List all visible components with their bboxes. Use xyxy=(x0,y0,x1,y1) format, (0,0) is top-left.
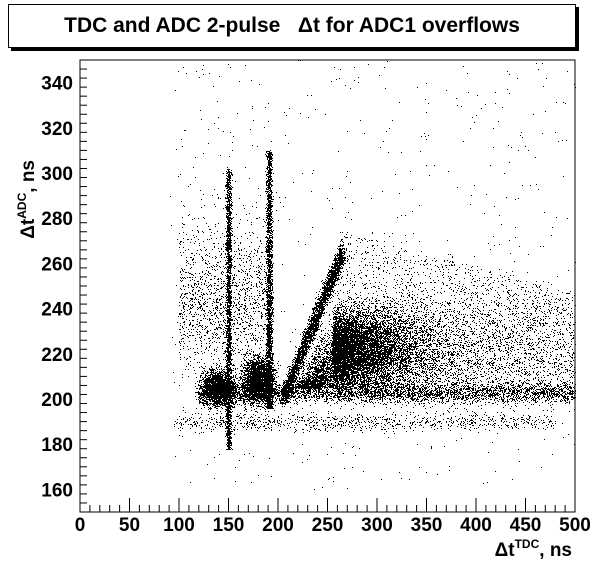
scatter-point-group xyxy=(332,288,573,412)
scatter-point-group xyxy=(278,244,360,408)
x-tick-label: 300 xyxy=(361,515,393,536)
y-tick-label: 280 xyxy=(41,209,73,230)
x-axis-label: ΔtTDC, ns xyxy=(495,537,572,561)
chart-title: TDC and ADC 2-pulse Δt for ADC1 overflow… xyxy=(64,14,520,37)
y-tick-label: 200 xyxy=(41,390,73,411)
x-tick-label: 50 xyxy=(119,515,140,536)
y-tick-label: 300 xyxy=(41,164,73,185)
x-tick-label: 150 xyxy=(213,515,245,536)
y-tick-label: 320 xyxy=(41,119,73,140)
scatter-point-group xyxy=(195,363,244,414)
x-tick-label: 0 xyxy=(75,515,86,536)
axis-ticks xyxy=(79,59,576,513)
x-tick-label: 250 xyxy=(312,515,344,536)
scatter-point-group xyxy=(190,88,564,472)
scatter-point-group xyxy=(337,232,576,406)
y-tick-label: 160 xyxy=(41,480,73,501)
y-tick-label: 240 xyxy=(41,300,73,321)
axis-tick-labels: 0 50 100 150 200 250 300 350 400 450 500 160 180 200 2… xyxy=(41,74,591,536)
y-tick-label: 260 xyxy=(41,254,73,275)
x-tick-label: 350 xyxy=(411,515,443,536)
x-tick-label: 500 xyxy=(559,515,591,536)
x-tick-label: 450 xyxy=(510,515,542,536)
x-tick-label: 400 xyxy=(460,515,492,536)
y-tick-label: 220 xyxy=(41,345,73,366)
scatter-points xyxy=(170,60,576,490)
y-axis-label: ΔtADC, ns xyxy=(15,160,39,239)
y-tick-label: 180 xyxy=(41,435,73,456)
x-tick-label: 100 xyxy=(163,515,195,536)
y-tick-label: 340 xyxy=(41,74,73,95)
title-box: TDC and ADC 2-pulse Δt for ADC1 overflow… xyxy=(8,4,576,48)
x-tick-label: 200 xyxy=(262,515,294,536)
scatter-point-group xyxy=(332,248,575,418)
scatter-point-group xyxy=(338,232,576,413)
